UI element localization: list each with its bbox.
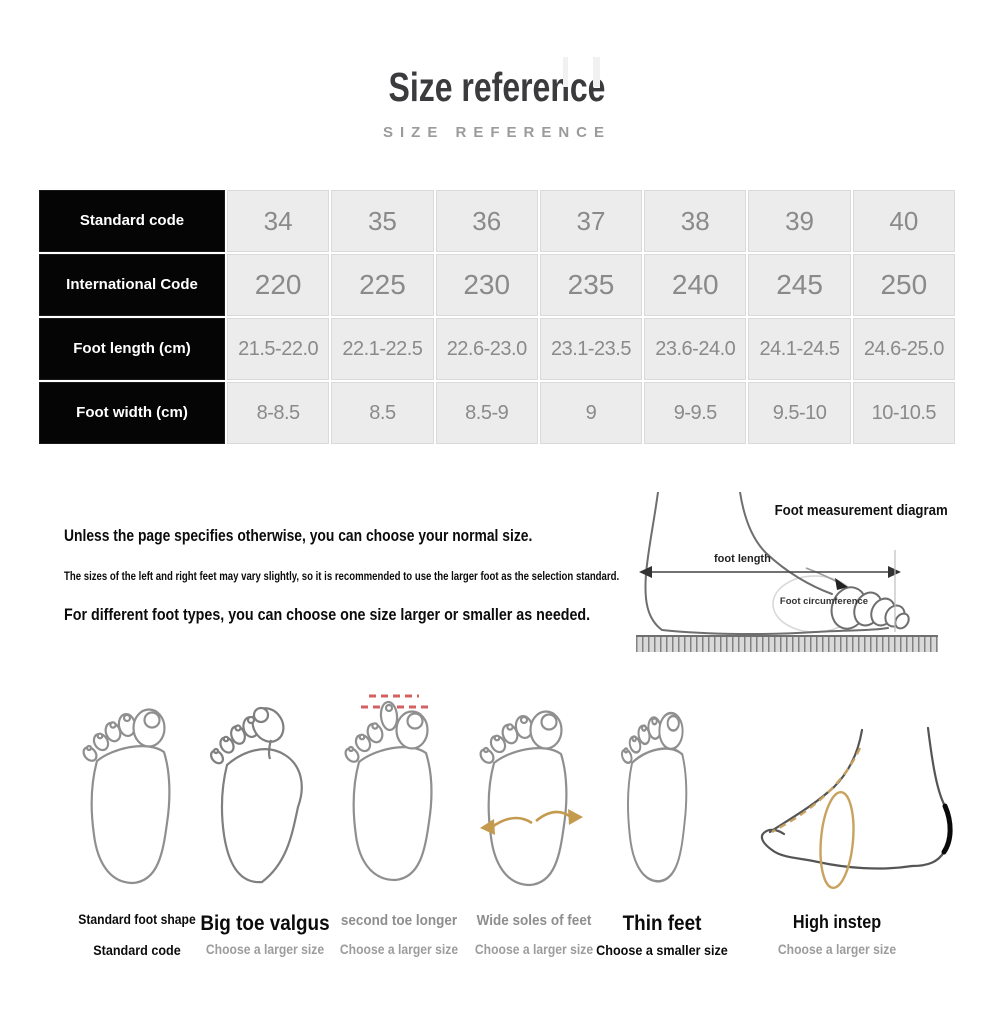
page-subtitle: SIZE REFERENCE: [382, 124, 612, 141]
page-title: Size reference: [388, 64, 606, 110]
foot-type-big-toe-valgus: Big toe valgus Choose a larger size: [170, 690, 360, 957]
foot-type-advice: Choose a smaller size: [596, 942, 728, 958]
watermark-artifact: [593, 57, 600, 87]
size-value: 24.6-25.0: [852, 318, 955, 380]
foot-circumference-label: Foot circumference: [779, 596, 869, 607]
table-row-standard-code: Standard code 34 35 36 37 38 39 40: [39, 190, 955, 252]
size-value: 8-8.5: [227, 382, 330, 444]
foot-type-advice: Choose a larger size: [339, 942, 459, 957]
foot-type-standard: Standard foot shape Standard code: [42, 690, 232, 958]
thin-feet-illustration: [620, 711, 688, 883]
wide-arrows: [491, 810, 572, 829]
high-instep-illustration: [760, 726, 953, 890]
foot-measurement-diagram: Foot measurement diagram foot length Foo…: [630, 492, 952, 658]
size-value: 8.5: [331, 382, 434, 444]
foot-type-advice: Choose a larger size: [474, 942, 594, 957]
size-value: 37: [539, 190, 643, 252]
size-value: 35: [331, 190, 434, 252]
size-value: 22.6-23.0: [435, 318, 538, 380]
size-value: 38: [644, 190, 747, 252]
size-value: 240: [644, 254, 747, 316]
standard-foot-illustration: [82, 708, 171, 885]
foot-type-name: Wide soles of feet: [476, 912, 592, 929]
row-label-standard-code: Standard code: [39, 190, 225, 252]
foot-type-thin-feet: Thin feet Choose a smaller size: [567, 690, 757, 958]
size-value: 39: [748, 190, 851, 252]
foot-type-name: Thin feet: [622, 912, 702, 935]
size-value: 230: [435, 254, 538, 316]
size-value: 9.5-10: [748, 382, 851, 444]
foot-type-high-instep: High instep Choose a larger size: [742, 690, 953, 957]
size-value: 245: [748, 254, 851, 316]
watermark-artifact: [563, 57, 568, 87]
table-row-international-code: International Code 220 225 230 235 240 2…: [39, 254, 955, 316]
size-value: 24.1-24.5: [748, 318, 851, 380]
size-value: 23.6-24.0: [644, 318, 747, 380]
second-toe-longer-illustration: [344, 694, 433, 882]
instep-circumference-ellipse: [819, 790, 855, 890]
size-value: 36: [435, 190, 538, 252]
size-value: 9: [539, 382, 643, 444]
instep-dashed-line: [771, 747, 862, 834]
foot-type-name: Standard foot shape: [78, 912, 196, 927]
foot-type-name: High instep: [792, 912, 882, 932]
note-larger-foot: The sizes of the left and right feet may…: [64, 569, 620, 583]
table-row-foot-width: Foot width (cm) 8-8.5 8.5 8.5-9 9 9-9.5 …: [39, 382, 955, 444]
table-row-foot-length: Foot length (cm) 21.5-22.0 22.1-22.5 22.…: [39, 318, 955, 380]
size-value: 9-9.5: [644, 382, 747, 444]
size-value: 21.5-22.0: [227, 318, 330, 380]
foot-type-advice: Standard code: [93, 942, 181, 958]
ruler-graphic: [636, 635, 938, 652]
size-reference-table: Standard code 34 35 36 37 38 39 40 Inter…: [37, 188, 957, 446]
big-toe-valgus-illustration: [209, 706, 303, 884]
foot-type-name: second toe longer: [340, 912, 458, 929]
row-label-foot-width: Foot width (cm): [39, 382, 225, 444]
note-normal-size: Unless the page specifies otherwise, you…: [64, 527, 533, 545]
foot-type-advice: Choose a larger size: [205, 942, 325, 957]
diagram-title: Foot measurement diagram: [774, 502, 948, 519]
note-different-types: For different foot types, you can choose…: [64, 605, 591, 624]
size-value: 10-10.5: [852, 382, 955, 444]
size-value: 34: [227, 190, 330, 252]
foot-side-profile-illustration: [639, 492, 910, 636]
row-label-international-code: International Code: [39, 254, 225, 316]
size-value: 8.5-9: [435, 382, 538, 444]
size-value: 22.1-22.5: [331, 318, 434, 380]
foot-type-name: Big toe valgus: [200, 912, 330, 935]
foot-type-advice: Choose a larger size: [777, 942, 897, 957]
foot-type-wide-soles: Wide soles of feet Choose a larger size: [439, 690, 629, 957]
foot-type-second-toe-longer: second toe longer Choose a larger size: [304, 690, 494, 957]
size-value: 235: [539, 254, 643, 316]
size-value: 40: [852, 190, 955, 252]
size-value: 225: [331, 254, 434, 316]
row-label-foot-length: Foot length (cm): [39, 318, 225, 380]
foot-length-label: foot length: [714, 553, 771, 565]
wide-soles-illustration: [479, 710, 583, 887]
size-value: 220: [227, 254, 330, 316]
size-value: 250: [852, 254, 955, 316]
size-value: 23.1-23.5: [539, 318, 643, 380]
